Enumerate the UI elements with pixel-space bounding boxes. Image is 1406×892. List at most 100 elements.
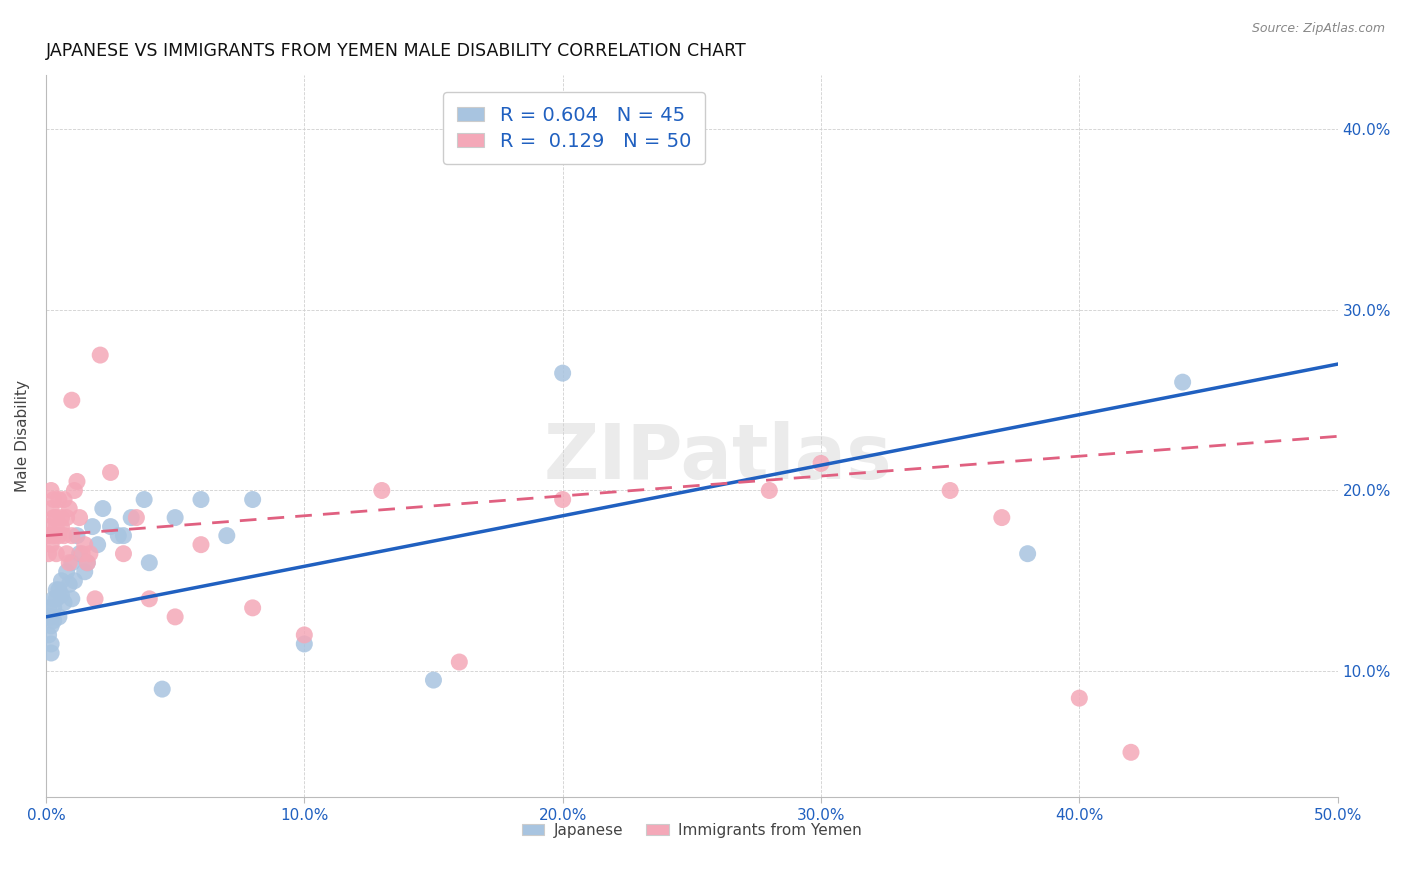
Point [91,501,114,516]
Point [100,466,122,480]
Point [1069,691,1091,706]
Point [63,574,86,588]
Point [112,528,135,542]
Point [38,528,60,542]
Point [51,574,73,588]
Point [1119,745,1142,759]
Point [76,556,98,570]
Point [48,582,70,597]
Point [215,528,238,542]
Point [45,547,67,561]
Point [42,600,65,615]
Point [45,519,67,533]
Point [66,475,89,489]
Point [51,519,73,533]
Point [51,588,73,602]
Point [107,528,129,542]
Point [48,492,70,507]
Point [134,492,156,507]
Point [60,556,83,570]
Point [292,628,315,642]
Point [39,619,62,633]
Point [45,582,67,597]
Point [38,519,60,533]
Point [63,483,86,498]
Point [39,610,62,624]
Point [39,501,62,516]
Point [48,610,70,624]
Point [55,547,77,561]
Point [73,538,96,552]
Point [53,528,76,542]
Point [190,492,212,507]
Point [150,682,173,697]
Point [48,528,70,542]
Point [73,565,96,579]
Point [39,538,62,552]
Point [449,655,471,669]
Point [292,637,315,651]
Point [42,591,65,606]
Point [39,637,62,651]
Point [86,538,108,552]
Point [190,538,212,552]
Text: JAPANESE VS IMMIGRANTS FROM YEMEN MALE DISABILITY CORRELATION CHART: JAPANESE VS IMMIGRANTS FROM YEMEN MALE D… [46,42,747,60]
Point [45,591,67,606]
Point [60,591,83,606]
Point [70,547,93,561]
Point [39,483,62,498]
Point [42,614,65,628]
Point [69,547,91,561]
Point [89,348,111,362]
Point [84,591,107,606]
Point [60,393,83,408]
Point [42,510,65,524]
Point [991,510,1014,524]
Point [125,510,148,524]
Point [66,528,89,542]
Point [138,591,160,606]
Point [58,556,80,570]
Point [242,492,264,507]
Point [58,577,80,591]
Point [60,528,83,542]
Y-axis label: Male Disability: Male Disability [15,380,30,492]
Point [758,483,780,498]
Point [69,510,91,524]
Point [120,510,142,524]
Text: ZIPatlas: ZIPatlas [543,421,891,495]
Point [58,501,80,516]
Point [371,483,394,498]
Point [38,628,60,642]
Point [55,510,77,524]
Point [138,556,160,570]
Point [1017,547,1039,561]
Point [939,483,962,498]
Point [82,519,104,533]
Point [79,547,101,561]
Point [53,595,76,609]
Point [38,610,60,624]
Point [165,610,187,624]
Point [38,600,60,615]
Point [165,510,187,524]
Point [51,510,73,524]
Point [551,492,574,507]
Point [551,366,574,380]
Text: Source: ZipAtlas.com: Source: ZipAtlas.com [1251,22,1385,36]
Point [42,492,65,507]
Legend: Japanese, Immigrants from Yemen: Japanese, Immigrants from Yemen [516,817,868,844]
Point [1171,375,1194,389]
Point [42,528,65,542]
Point [76,556,98,570]
Point [38,547,60,561]
Point [53,492,76,507]
Point [112,547,135,561]
Point [242,600,264,615]
Point [810,457,832,471]
Point [39,646,62,660]
Point [422,673,444,687]
Point [45,510,67,524]
Point [55,565,77,579]
Point [100,519,122,533]
